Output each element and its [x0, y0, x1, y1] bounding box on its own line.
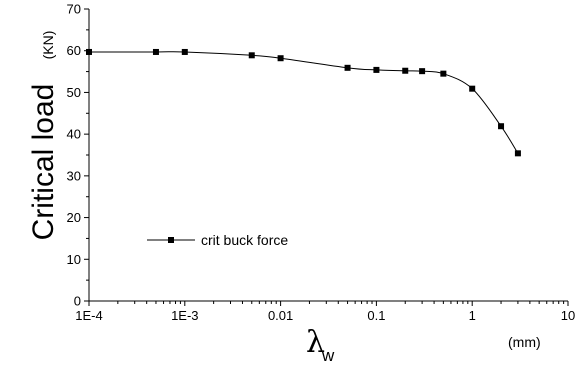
data-point: [469, 85, 476, 92]
data-points: [86, 48, 521, 157]
y-ticks: 0 10 20 30 40 50 60 70: [67, 2, 89, 309]
x-axis-unit: (mm): [508, 334, 541, 350]
y-tick-label: 60: [67, 43, 81, 58]
data-point: [248, 52, 255, 59]
y-tick-label: 50: [67, 85, 81, 100]
x-axis-subscript: w: [321, 346, 335, 365]
y-axis-label: Critical load: [27, 84, 60, 241]
series-line: [89, 51, 519, 154]
x-tick-label: 1: [469, 308, 476, 323]
y-tick-label: 30: [67, 168, 81, 183]
x-tick-label: 10: [561, 308, 575, 323]
legend-marker: [168, 237, 174, 243]
data-point: [152, 48, 159, 55]
y-tick-label: 0: [74, 294, 81, 309]
data-point: [402, 67, 409, 74]
data-point: [419, 68, 426, 75]
data-point: [440, 70, 447, 77]
data-point: [498, 123, 505, 130]
legend-label: crit buck force: [201, 232, 288, 248]
data-point: [373, 66, 380, 73]
y-tick-label: 10: [67, 252, 81, 267]
data-point: [86, 48, 92, 55]
x-tick-label: 0.1: [367, 308, 385, 323]
data-point: [181, 48, 188, 55]
x-tick-label: 1E-3: [171, 308, 198, 323]
data-point: [514, 150, 521, 157]
x-axis-symbol: λ: [306, 325, 325, 360]
x-ticks: 1E-4 1E-3 0.01 0.1 1 10: [75, 301, 575, 323]
legend: crit buck force: [147, 232, 288, 248]
y-axis-unit: (KN): [40, 31, 56, 60]
x-tick-label: 0.01: [268, 308, 293, 323]
y-tick-label: 40: [67, 127, 81, 142]
y-tick-label: 20: [67, 210, 81, 225]
axes: [88, 9, 568, 302]
data-point: [277, 55, 284, 62]
data-point: [344, 64, 351, 71]
y-tick-label: 70: [67, 2, 81, 17]
x-tick-label: 1E-4: [75, 308, 102, 323]
